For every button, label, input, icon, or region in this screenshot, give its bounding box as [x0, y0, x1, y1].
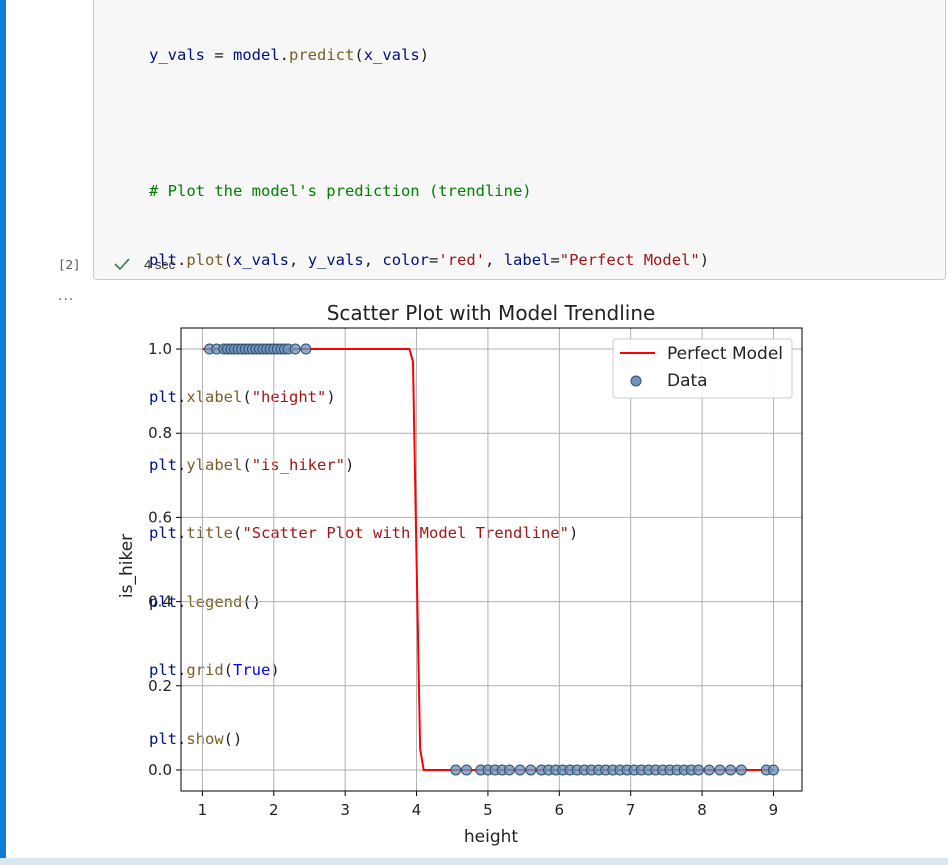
x-tick-label: 8 — [697, 801, 707, 819]
check-icon — [114, 258, 130, 271]
output-more-ellipsis[interactable]: ... — [58, 288, 75, 304]
code-line-1[interactable]: y_vals = model.predict(x_vals) — [149, 45, 430, 64]
chart-title: Scatter Plot with Model Trendline — [327, 301, 656, 325]
data-point — [525, 764, 537, 776]
x-tick-label: 7 — [626, 801, 636, 819]
data-points-layer — [204, 343, 779, 776]
legend: Perfect Model Data — [612, 338, 793, 399]
legend-label-data: Data — [667, 371, 708, 391]
data-point — [503, 764, 515, 776]
x-tick-label: 4 — [412, 801, 422, 819]
code-line-6[interactable]: plt.xlabel("height") — [149, 387, 336, 406]
code-line-2[interactable] — [149, 112, 709, 135]
x-tick-label: 3 — [340, 801, 350, 819]
data-point — [714, 764, 726, 776]
x-tick-label: 5 — [483, 801, 493, 819]
chart: Scatter Plot with Model Trendline 1 2 3 4 5 6… — [117, 301, 803, 847]
legend-label-perfect-model: Perfect Model — [667, 344, 783, 364]
y-tick-label: 1.0 — [148, 340, 172, 358]
y-axis-label: is_hiker — [117, 534, 137, 598]
data-point — [767, 764, 779, 776]
y-tick-label: 0.4 — [148, 593, 172, 611]
y-tick-label: 0.6 — [148, 508, 172, 526]
bottom-status-strip — [0, 858, 948, 865]
data-point — [450, 764, 462, 776]
x-tick-label: 9 — [769, 801, 779, 819]
code-line-7[interactable]: plt.ylabel("is_hiker") — [149, 455, 355, 474]
data-point — [725, 764, 737, 776]
code-editor[interactable]: y_vals = model.predict(x_vals) # Plot th… — [149, 0, 709, 796]
trendline-perfect-model — [202, 348, 774, 771]
code-line-11[interactable]: plt.show() — [149, 729, 243, 748]
axes-frame — [180, 327, 803, 792]
data-point — [703, 764, 715, 776]
y-tick-label: 0.2 — [148, 677, 172, 695]
legend-box — [612, 338, 793, 399]
active-cell-indicator — [0, 0, 6, 865]
code-line-3[interactable]: # Plot the model's prediction (trendline… — [149, 182, 532, 201]
code-line-10[interactable]: plt.grid(True) — [149, 661, 280, 680]
trendline-layer — [202, 348, 774, 771]
legend-point-swatch — [630, 375, 642, 387]
code-cell[interactable]: y_vals = model.predict(x_vals) # Plot th… — [93, 0, 946, 748]
y-tick-label: 0.8 — [148, 424, 172, 442]
data-point — [461, 764, 473, 776]
data-point — [300, 343, 312, 355]
x-axis-label: height — [464, 827, 519, 847]
code-line-4[interactable]: plt.plot(x_vals, y_vals, color='red', la… — [149, 250, 710, 269]
x-tick-label: 6 — [555, 801, 565, 819]
data-point — [693, 764, 704, 776]
y-tick-label: 0.0 — [148, 761, 172, 779]
data-point — [735, 764, 747, 776]
x-tick-label: 2 — [269, 801, 279, 819]
data-point — [289, 343, 301, 355]
execution-count: [2] — [58, 257, 81, 272]
data-point — [514, 764, 526, 776]
axis-ticks: 1 2 3 4 5 6 7 8 9 0.0 0.2 0.4 0.6 0.8 1.0 — [148, 340, 778, 819]
x-tick-label: 1 — [198, 801, 208, 819]
execution-time: 4 sec — [144, 257, 176, 272]
